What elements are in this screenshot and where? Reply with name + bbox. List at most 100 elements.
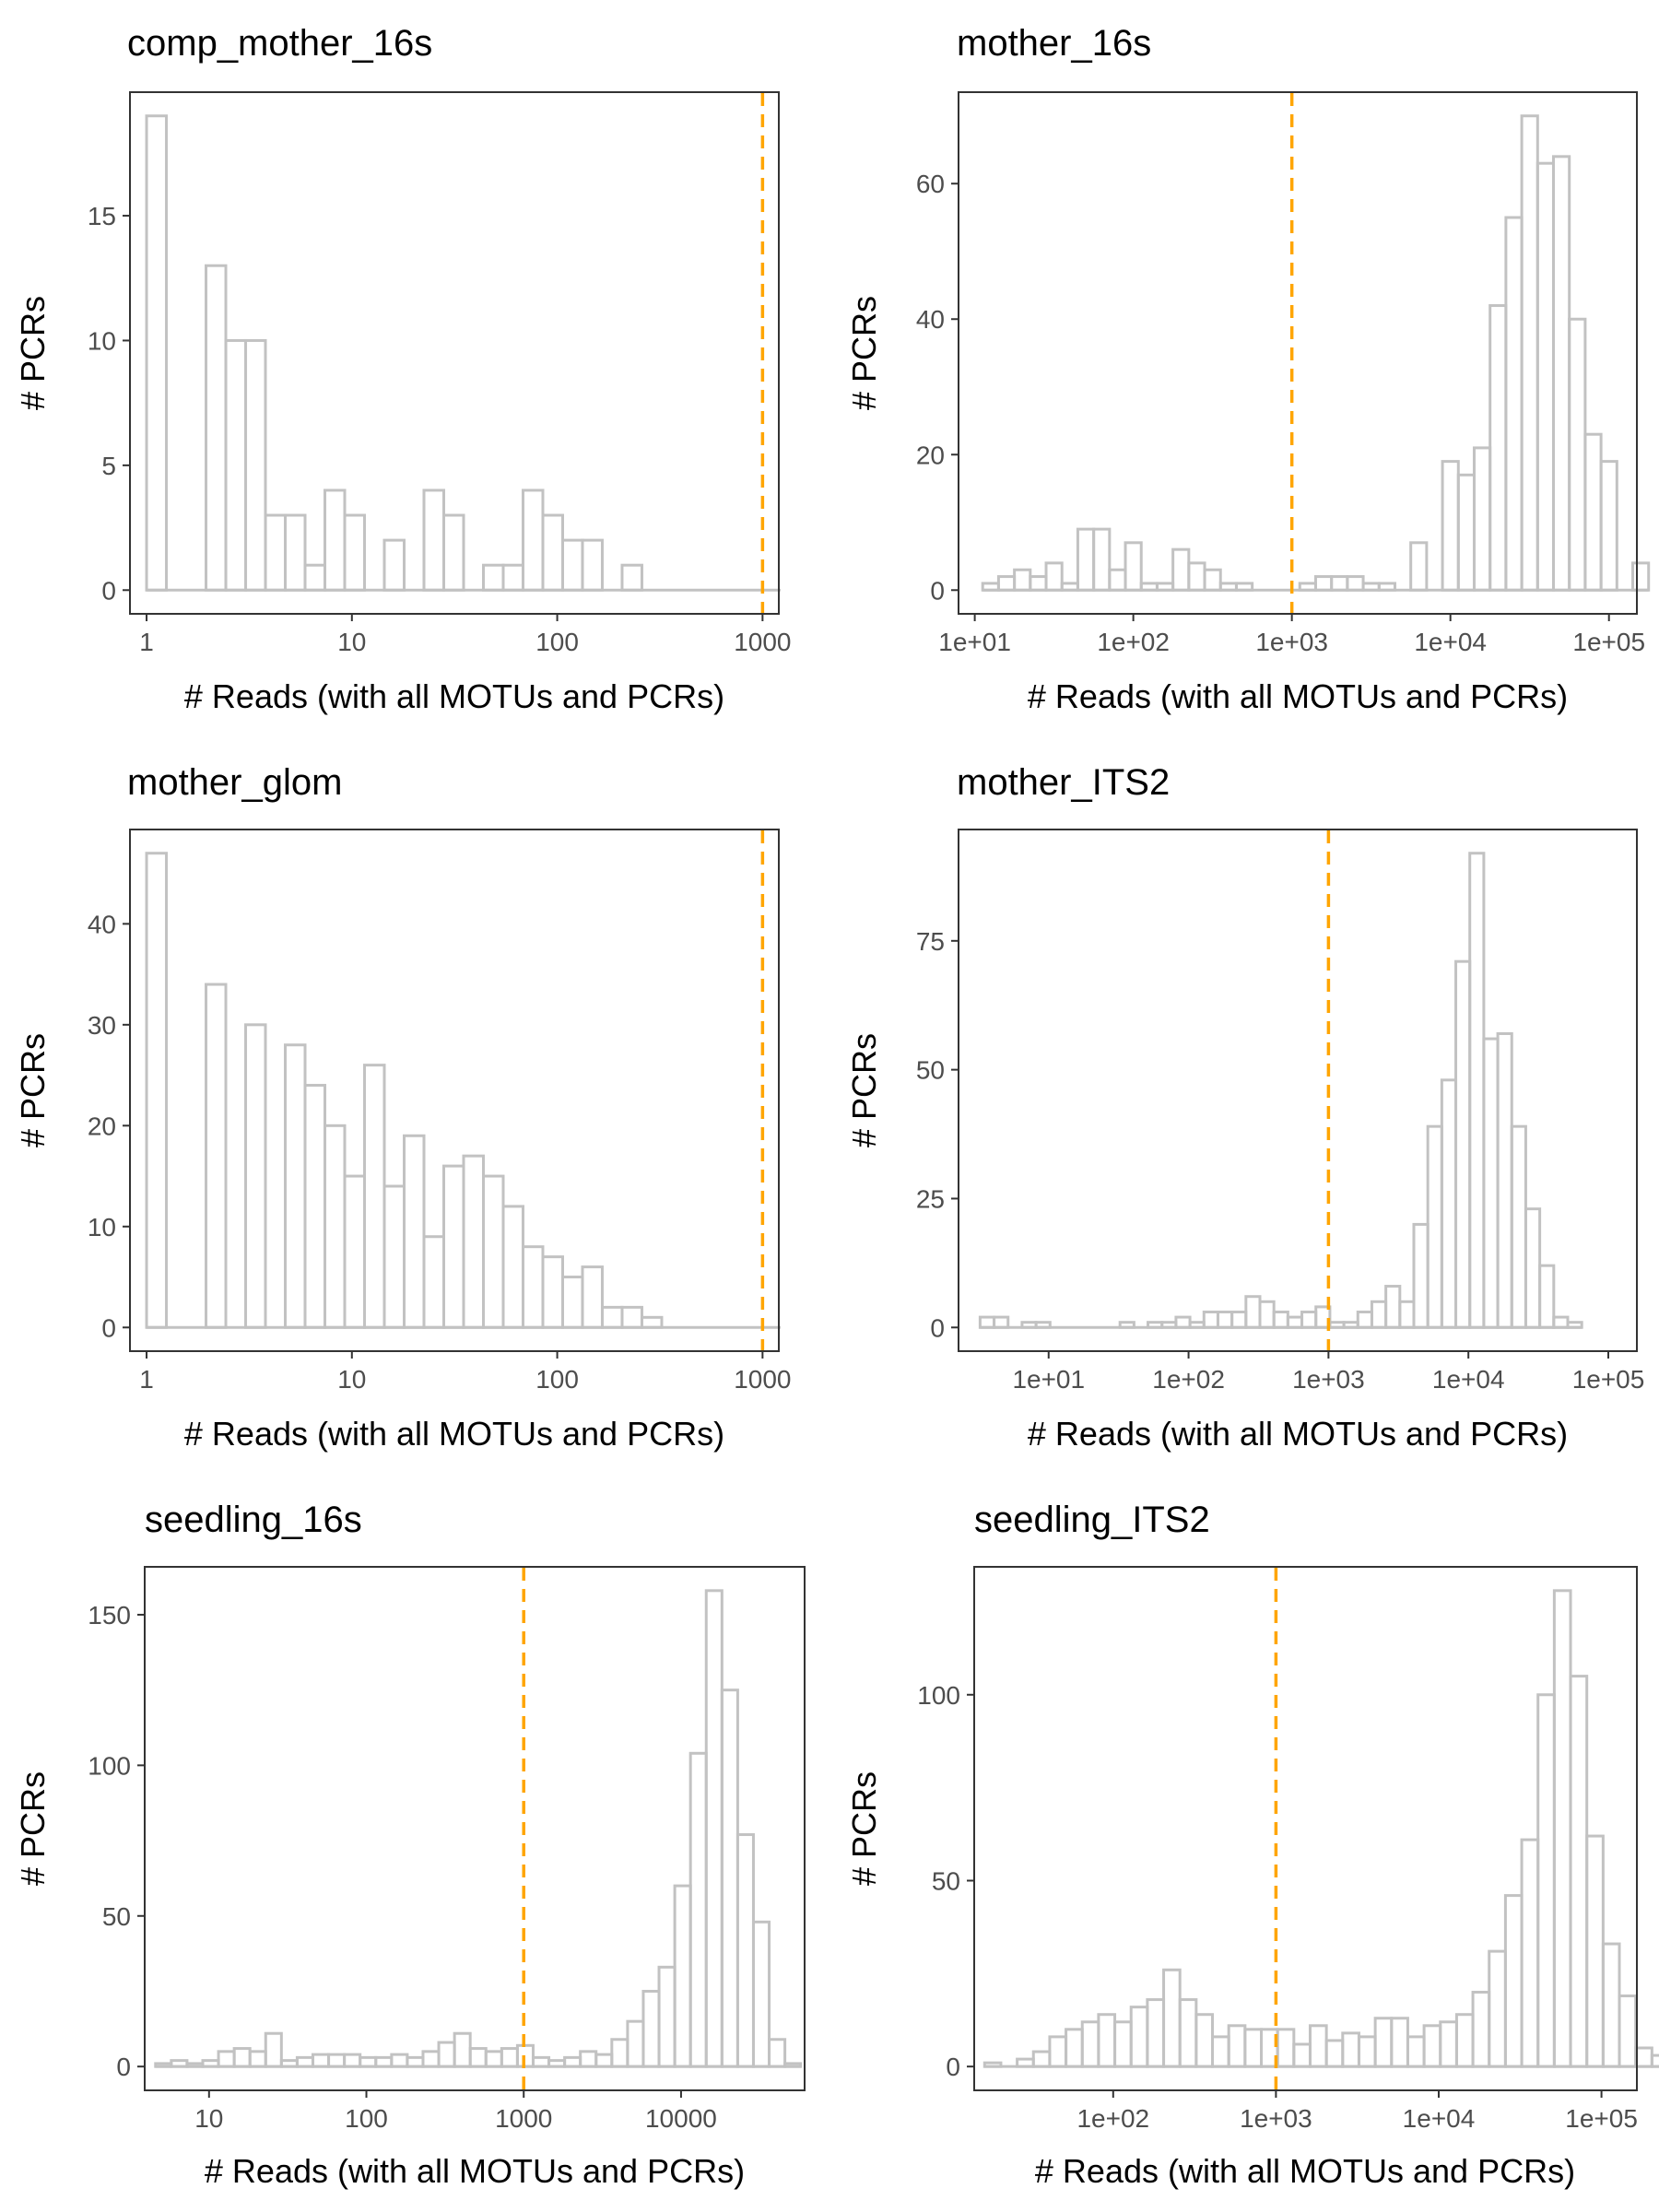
histogram-bar [1194, 2013, 1215, 2068]
histogram-bar [1618, 1994, 1638, 2068]
x-tick-label: 10 [337, 1365, 366, 1394]
histogram-bar [244, 1023, 267, 1329]
histogram-bar [244, 338, 267, 592]
histogram-bar [303, 563, 327, 592]
histogram-bar [327, 2053, 347, 2068]
histogram-bar [1272, 1310, 1289, 1329]
histogram-bar [560, 1276, 584, 1329]
histogram-bar [1230, 1310, 1248, 1329]
histogram-bar [1454, 959, 1472, 1329]
x-tick-label: 1e+04 [1414, 628, 1487, 656]
histogram-bar [620, 1305, 643, 1329]
histogram-bar [1585, 1834, 1605, 2068]
x-tick-label: 1 [139, 628, 154, 656]
histogram-bar [1330, 575, 1349, 592]
histogram-bar [1456, 473, 1476, 592]
histogram-bar [421, 2050, 441, 2068]
histogram-bar [1113, 2020, 1133, 2068]
histogram-bar [1171, 547, 1191, 592]
y-tick-label: 20 [916, 441, 945, 469]
y-axis-label: # PCRs [14, 1771, 52, 1886]
histogram-bar [1472, 446, 1492, 592]
histogram-bar [481, 1174, 505, 1329]
y-tick-label: 0 [101, 1313, 116, 1342]
histogram-bar [1412, 1222, 1430, 1329]
x-tick-label: 1e+05 [1572, 628, 1645, 656]
x-tick-label: 1e+02 [1097, 628, 1170, 656]
histogram-bar [363, 1064, 386, 1329]
histogram-bar [1065, 2028, 1084, 2068]
y-tick-label: 150 [88, 1601, 131, 1630]
histogram-bar [1244, 1295, 1262, 1329]
histogram-bars [981, 114, 1651, 592]
y-tick-label: 15 [88, 202, 116, 230]
histogram-bar [641, 1989, 661, 2068]
histogram-bar [264, 2031, 283, 2068]
histogram-bar [1216, 1310, 1234, 1329]
x-tick-label: 1e+01 [1012, 1365, 1085, 1394]
panel-title: mother_ITS2 [957, 762, 1170, 803]
y-axis-label: # PCRs [14, 1033, 52, 1147]
x-tick-label: 1e+04 [1432, 1365, 1505, 1394]
histogram-bar [145, 114, 169, 592]
y-tick-label: 0 [930, 576, 945, 605]
histogram-bar [751, 1920, 771, 2068]
histogram-bar [1583, 432, 1603, 592]
histogram-bar [1178, 1998, 1198, 2068]
x-tick-label: 1e+05 [1565, 2104, 1638, 2133]
x-tick-label: 10 [194, 2104, 223, 2133]
histogram-bar [1341, 2031, 1360, 2068]
x-tick-label: 1e+02 [1152, 1365, 1225, 1394]
histogram-bar [1568, 317, 1587, 592]
histogram-bar [560, 538, 584, 592]
histogram-bar [1454, 2013, 1475, 2068]
histogram-bar [1227, 2024, 1247, 2068]
histogram-bar [382, 1184, 406, 1329]
histogram-panel: mother_ITS2 1e+01 1e+02 1e+03 1e+04 1e+05 0 25 5… [845, 762, 1644, 1453]
histogram-bar [594, 2053, 614, 2068]
panel-title: comp_mother_16s [127, 23, 432, 64]
histogram-bar [541, 1255, 564, 1329]
histogram-bar [1535, 161, 1555, 592]
x-tick-label: 1e+03 [1240, 2104, 1312, 2133]
y-axis-label: # PCRs [845, 1033, 883, 1147]
histogram-bar [1631, 561, 1651, 592]
y-tick-label: 60 [916, 170, 945, 198]
histogram-bar [232, 2047, 252, 2068]
histogram-bar [1569, 1675, 1589, 2068]
histogram-bar [1373, 2017, 1394, 2068]
histogram-bar [1276, 2028, 1296, 2068]
histogram-bar [1029, 575, 1048, 592]
histogram-bar [1601, 1942, 1621, 2068]
histogram-bar [720, 1688, 739, 2068]
histogram-bar [343, 513, 367, 592]
panel-frame [129, 91, 780, 615]
histogram-bar [324, 488, 347, 592]
y-tick-label: 50 [916, 1056, 945, 1085]
histogram-bar [581, 1265, 604, 1329]
y-tick-label: 50 [932, 1866, 960, 1895]
histogram-bar [501, 563, 524, 592]
histogram-bar [1482, 1037, 1500, 1329]
y-tick-label: 10 [88, 1213, 116, 1241]
histogram-bar [1097, 2013, 1117, 2068]
histogram-bar [1439, 2020, 1458, 2068]
y-axis-label: # PCRs [14, 296, 52, 410]
histogram-bar [264, 513, 288, 592]
x-tick-label: 10 [337, 628, 366, 656]
histogram-bar [484, 2050, 503, 2068]
y-tick-label: 40 [916, 305, 945, 334]
histogram-bars [982, 1589, 1659, 2068]
histogram-bar [1258, 1300, 1276, 1329]
x-tick-label: 1000 [734, 1365, 791, 1394]
panel-frame [144, 1566, 806, 2091]
histogram-bar [1552, 1315, 1570, 1329]
histogram-bar [248, 2050, 267, 2068]
histogram-bar [1488, 304, 1508, 592]
histogram-panel: comp_mother_16s 1 10 100 1000 0 5 10 15 # Reads (… [14, 23, 792, 715]
histogram-bar [390, 2053, 409, 2068]
x-tick-label: 10000 [645, 2104, 717, 2133]
histogram-bar [673, 1884, 692, 2068]
histogram-bar [1124, 541, 1143, 592]
histogram-bar [1536, 1693, 1556, 2068]
